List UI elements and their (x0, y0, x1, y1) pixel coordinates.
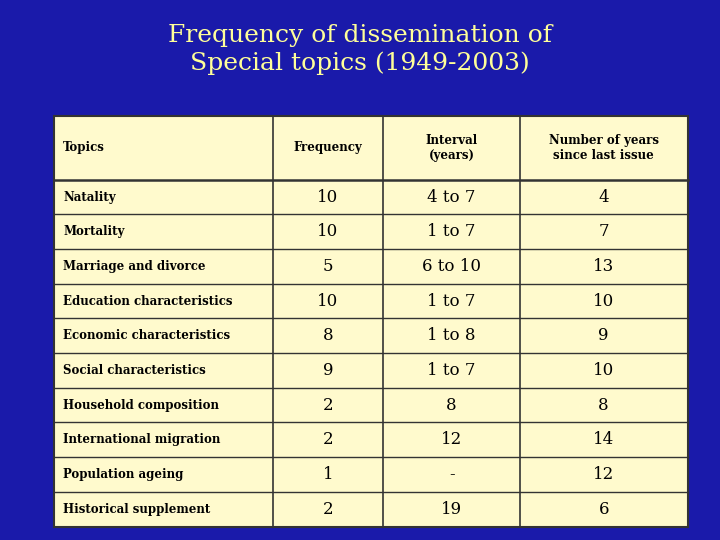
Text: 12: 12 (441, 431, 462, 448)
Text: Social characteristics: Social characteristics (63, 364, 206, 377)
Text: Number of years
since last issue: Number of years since last issue (549, 134, 659, 162)
Text: Education characteristics: Education characteristics (63, 295, 233, 308)
Text: 2: 2 (323, 431, 333, 448)
Text: 8: 8 (323, 327, 333, 345)
Text: International migration: International migration (63, 433, 221, 446)
Text: 2: 2 (323, 501, 333, 518)
Text: Frequency of dissemination of
Special topics (1949-2003): Frequency of dissemination of Special to… (168, 24, 552, 76)
Text: Natality: Natality (63, 191, 116, 204)
Text: Historical supplement: Historical supplement (63, 503, 211, 516)
Text: 10: 10 (593, 293, 614, 309)
Text: 12: 12 (593, 466, 614, 483)
Text: 14: 14 (593, 431, 614, 448)
Text: Frequency: Frequency (294, 141, 362, 154)
Text: 1 to 7: 1 to 7 (428, 293, 476, 309)
Bar (54, 116, 688, 526)
Text: 5: 5 (323, 258, 333, 275)
Text: Mortality: Mortality (63, 225, 125, 238)
Text: 9: 9 (598, 327, 609, 345)
Text: 8: 8 (446, 396, 457, 414)
Text: 4: 4 (598, 188, 609, 206)
Text: 2: 2 (323, 396, 333, 414)
Text: Economic characteristics: Economic characteristics (63, 329, 230, 342)
Text: 1: 1 (323, 466, 333, 483)
Text: Household composition: Household composition (63, 399, 220, 411)
Text: 7: 7 (598, 223, 609, 240)
Text: 1 to 7: 1 to 7 (428, 223, 476, 240)
Text: 6: 6 (598, 501, 609, 518)
Text: 19: 19 (441, 501, 462, 518)
Text: 13: 13 (593, 258, 614, 275)
Text: 4 to 7: 4 to 7 (428, 188, 476, 206)
Text: Topics: Topics (63, 141, 105, 154)
Text: 10: 10 (318, 293, 338, 309)
Text: Marriage and divorce: Marriage and divorce (63, 260, 206, 273)
Text: -: - (449, 466, 454, 483)
Text: 6 to 10: 6 to 10 (422, 258, 481, 275)
Text: Interval
(years): Interval (years) (426, 134, 477, 162)
Text: 10: 10 (318, 188, 338, 206)
Text: 9: 9 (323, 362, 333, 379)
Text: 1 to 8: 1 to 8 (428, 327, 476, 345)
Text: 10: 10 (593, 362, 614, 379)
Text: Population ageing: Population ageing (63, 468, 184, 481)
Text: 10: 10 (318, 223, 338, 240)
Text: 1 to 7: 1 to 7 (428, 362, 476, 379)
Text: 8: 8 (598, 396, 609, 414)
